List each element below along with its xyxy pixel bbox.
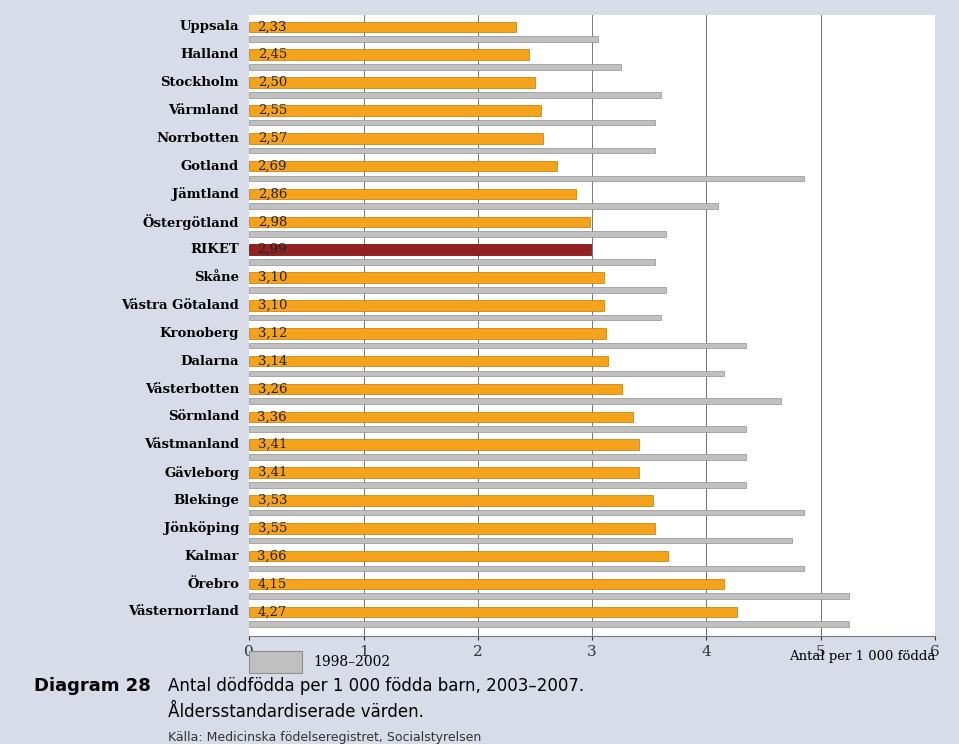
Text: 3,10: 3,10 <box>258 299 287 312</box>
Bar <box>249 120 655 126</box>
Text: Östergötland: Östergötland <box>143 214 239 230</box>
Text: 3,10: 3,10 <box>258 271 287 284</box>
Text: Västra Götaland: Västra Götaland <box>121 299 239 312</box>
Text: 4,27: 4,27 <box>258 606 287 618</box>
Text: Källa: Medicinska födelseregistret, Socialstyrelsen: Källa: Medicinska födelseregistret, Soci… <box>168 731 481 743</box>
Text: 2,50: 2,50 <box>258 76 287 89</box>
Bar <box>249 510 804 516</box>
Bar <box>249 272 603 283</box>
Text: Dalarna: Dalarna <box>180 355 239 368</box>
Bar <box>249 161 557 171</box>
Text: 2,99: 2,99 <box>258 243 287 256</box>
Bar <box>249 92 661 97</box>
Text: Uppsala: Uppsala <box>179 20 239 33</box>
Bar <box>249 259 655 265</box>
Text: Gävleborg: Gävleborg <box>164 466 239 480</box>
Bar <box>249 371 724 376</box>
Text: Antal dödfödda per 1 000 födda barn, 2003–2007.: Antal dödfödda per 1 000 födda barn, 200… <box>168 677 584 695</box>
Text: 3,66: 3,66 <box>257 550 287 562</box>
Text: Kalmar: Kalmar <box>184 550 239 562</box>
Bar <box>249 49 529 60</box>
Text: 2,33: 2,33 <box>258 20 287 33</box>
Text: Blekinge: Blekinge <box>174 494 239 507</box>
Bar <box>249 64 620 70</box>
Text: 3,53: 3,53 <box>258 494 287 507</box>
Bar <box>249 523 655 533</box>
Text: Åldersstandardiserade värden.: Åldersstandardiserade värden. <box>168 703 424 721</box>
Bar <box>249 565 804 571</box>
Bar <box>249 621 850 627</box>
Text: 2,86: 2,86 <box>258 187 287 201</box>
Bar <box>249 467 639 478</box>
Bar <box>249 594 850 599</box>
Bar <box>249 606 737 618</box>
Bar <box>249 287 667 292</box>
Text: 2,55: 2,55 <box>258 104 287 117</box>
Text: Jönköping: Jönköping <box>164 522 239 535</box>
Bar <box>249 300 603 311</box>
Bar <box>249 315 661 321</box>
Text: Halland: Halland <box>181 48 239 61</box>
Bar <box>249 440 639 450</box>
Text: Gotland: Gotland <box>181 160 239 173</box>
Text: Sörmland: Sörmland <box>168 411 239 423</box>
Text: Diagram 28: Diagram 28 <box>34 677 151 695</box>
Bar <box>249 231 667 237</box>
Text: 3,12: 3,12 <box>258 327 287 340</box>
Text: 3,41: 3,41 <box>258 466 287 479</box>
Text: RIKET: RIKET <box>190 243 239 256</box>
Text: 3,55: 3,55 <box>258 522 287 535</box>
Text: 3,26: 3,26 <box>258 382 287 396</box>
Text: 2,57: 2,57 <box>258 132 287 145</box>
Bar <box>249 133 543 144</box>
Bar <box>249 203 718 209</box>
Bar <box>249 399 781 404</box>
Bar <box>249 22 516 32</box>
Text: Norrbotten: Norrbotten <box>156 132 239 145</box>
Bar <box>249 176 804 182</box>
Bar <box>249 482 746 487</box>
Text: Örebro: Örebro <box>187 577 239 591</box>
Text: Antal per 1 000 födda: Antal per 1 000 födda <box>788 650 935 663</box>
Text: 2,45: 2,45 <box>258 48 287 61</box>
Bar <box>249 148 655 153</box>
Text: 1998–2002: 1998–2002 <box>314 655 390 669</box>
Bar <box>249 245 591 255</box>
Text: Västmanland: Västmanland <box>144 438 239 451</box>
Bar <box>249 105 541 116</box>
Bar <box>249 551 667 562</box>
Text: Jämtland: Jämtland <box>173 187 239 201</box>
Bar <box>249 538 792 543</box>
Bar <box>249 77 535 88</box>
Text: 3,14: 3,14 <box>258 355 287 368</box>
Text: 2,69: 2,69 <box>258 160 287 173</box>
Bar <box>249 36 597 42</box>
Bar <box>249 454 746 460</box>
Bar <box>249 496 653 506</box>
Text: 3,41: 3,41 <box>258 438 287 451</box>
Bar <box>249 411 633 422</box>
Text: Västerbotten: Västerbotten <box>145 382 239 396</box>
Bar <box>249 356 608 367</box>
Bar <box>249 328 606 339</box>
Text: 3,36: 3,36 <box>257 411 287 423</box>
Text: 4,15: 4,15 <box>258 577 287 591</box>
Bar <box>249 426 746 432</box>
Bar <box>249 217 590 227</box>
Bar <box>249 189 576 199</box>
Text: Västernorrland: Västernorrland <box>129 606 239 618</box>
Text: 2,98: 2,98 <box>258 215 287 228</box>
Text: Värmland: Värmland <box>169 104 239 117</box>
Bar <box>249 384 621 394</box>
Text: Skåne: Skåne <box>194 271 239 284</box>
Text: Kronoberg: Kronoberg <box>160 327 239 340</box>
Bar <box>249 343 746 348</box>
Bar <box>249 579 724 589</box>
Text: Stockholm: Stockholm <box>160 76 239 89</box>
